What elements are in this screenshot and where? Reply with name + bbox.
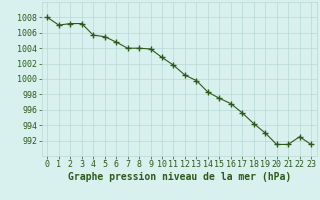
- X-axis label: Graphe pression niveau de la mer (hPa): Graphe pression niveau de la mer (hPa): [68, 172, 291, 182]
